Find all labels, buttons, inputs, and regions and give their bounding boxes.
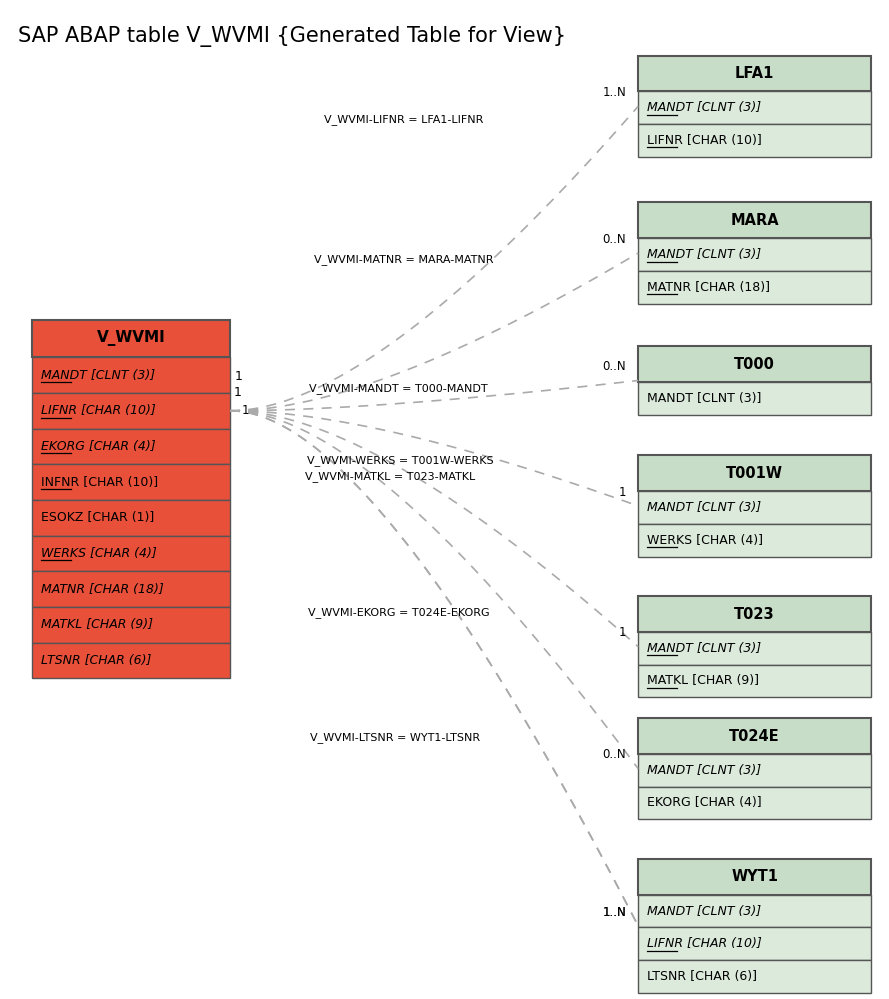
- FancyBboxPatch shape: [638, 859, 871, 895]
- FancyBboxPatch shape: [638, 523, 871, 556]
- FancyBboxPatch shape: [638, 960, 871, 993]
- Text: V_WVMI-MANDT = T000-MANDT: V_WVMI-MANDT = T000-MANDT: [309, 384, 488, 395]
- Text: LTSNR [CHAR (6)]: LTSNR [CHAR (6)]: [41, 654, 151, 667]
- Text: 1..N: 1..N: [603, 905, 626, 918]
- Text: V_WVMI-MATNR = MARA-MATNR: V_WVMI-MATNR = MARA-MATNR: [314, 255, 493, 266]
- Text: 1: 1: [234, 387, 242, 400]
- Text: 1: 1: [235, 370, 243, 383]
- Text: 1..N: 1..N: [603, 86, 626, 99]
- Text: LIFNR [CHAR (10)]: LIFNR [CHAR (10)]: [647, 937, 762, 950]
- Text: V_WVMI-MATKL = T023-MATKL: V_WVMI-MATKL = T023-MATKL: [306, 471, 476, 482]
- Text: ESOKZ [CHAR (1)]: ESOKZ [CHAR (1)]: [41, 511, 154, 524]
- Text: MATKL [CHAR (9)]: MATKL [CHAR (9)]: [41, 618, 153, 631]
- Text: MATNR [CHAR (18)]: MATNR [CHAR (18)]: [41, 582, 164, 595]
- Text: MANDT [CLNT (3)]: MANDT [CLNT (3)]: [647, 392, 762, 405]
- Text: SAP ABAP table V_WVMI {Generated Table for View}: SAP ABAP table V_WVMI {Generated Table f…: [18, 26, 566, 47]
- FancyBboxPatch shape: [638, 382, 871, 415]
- Text: MANDT [CLNT (3)]: MANDT [CLNT (3)]: [41, 369, 155, 382]
- FancyBboxPatch shape: [638, 718, 871, 754]
- Text: MANDT [CLNT (3)]: MANDT [CLNT (3)]: [647, 763, 761, 777]
- Text: MANDT [CLNT (3)]: MANDT [CLNT (3)]: [647, 904, 761, 917]
- FancyBboxPatch shape: [638, 664, 871, 697]
- Text: 0..N: 0..N: [603, 233, 626, 246]
- Text: V_WVMI-LIFNR = LFA1-LIFNR: V_WVMI-LIFNR = LFA1-LIFNR: [324, 114, 483, 125]
- Text: V_WVMI: V_WVMI: [97, 331, 165, 347]
- FancyBboxPatch shape: [32, 358, 230, 393]
- Text: MANDT [CLNT (3)]: MANDT [CLNT (3)]: [647, 641, 761, 654]
- FancyBboxPatch shape: [32, 500, 230, 535]
- FancyBboxPatch shape: [638, 347, 871, 382]
- Text: WERKS [CHAR (4)]: WERKS [CHAR (4)]: [647, 533, 763, 546]
- FancyBboxPatch shape: [638, 56, 871, 92]
- FancyBboxPatch shape: [638, 456, 871, 492]
- Text: EKORG [CHAR (4)]: EKORG [CHAR (4)]: [41, 440, 156, 453]
- FancyBboxPatch shape: [638, 92, 871, 124]
- Text: MANDT [CLNT (3)]: MANDT [CLNT (3)]: [647, 101, 761, 114]
- Text: 1: 1: [242, 405, 250, 418]
- FancyBboxPatch shape: [32, 320, 230, 358]
- Text: LTSNR [CHAR (6)]: LTSNR [CHAR (6)]: [647, 970, 757, 983]
- Text: 0..N: 0..N: [603, 360, 626, 373]
- Text: EKORG [CHAR (4)]: EKORG [CHAR (4)]: [647, 796, 762, 809]
- Text: LIFNR [CHAR (10)]: LIFNR [CHAR (10)]: [41, 405, 156, 418]
- FancyBboxPatch shape: [638, 271, 871, 304]
- FancyBboxPatch shape: [638, 238, 871, 271]
- Text: INFNR [CHAR (10)]: INFNR [CHAR (10)]: [41, 476, 158, 489]
- FancyBboxPatch shape: [638, 492, 871, 523]
- Text: V_WVMI-LTSNR = WYT1-LTSNR: V_WVMI-LTSNR = WYT1-LTSNR: [310, 732, 481, 743]
- FancyBboxPatch shape: [638, 632, 871, 664]
- FancyBboxPatch shape: [638, 124, 871, 157]
- FancyBboxPatch shape: [32, 393, 230, 429]
- Text: T000: T000: [734, 357, 775, 372]
- Text: WERKS [CHAR (4)]: WERKS [CHAR (4)]: [41, 547, 156, 560]
- Text: LFA1: LFA1: [735, 66, 774, 81]
- FancyBboxPatch shape: [638, 596, 871, 632]
- Text: MANDT [CLNT (3)]: MANDT [CLNT (3)]: [647, 248, 761, 261]
- Text: MATKL [CHAR (9)]: MATKL [CHAR (9)]: [647, 674, 759, 687]
- FancyBboxPatch shape: [32, 642, 230, 678]
- Text: T001W: T001W: [726, 466, 783, 481]
- FancyBboxPatch shape: [638, 895, 871, 927]
- FancyBboxPatch shape: [32, 429, 230, 465]
- Text: LIFNR [CHAR (10)]: LIFNR [CHAR (10)]: [647, 134, 762, 147]
- Text: WYT1: WYT1: [731, 869, 778, 884]
- FancyBboxPatch shape: [638, 754, 871, 786]
- FancyBboxPatch shape: [32, 607, 230, 642]
- Text: MARA: MARA: [730, 213, 779, 228]
- Text: T023: T023: [734, 606, 775, 621]
- FancyBboxPatch shape: [638, 203, 871, 238]
- Text: 0..N: 0..N: [603, 748, 626, 761]
- Text: V_WVMI-WERKS = T001W-WERKS: V_WVMI-WERKS = T001W-WERKS: [307, 455, 493, 466]
- Text: 1..N: 1..N: [603, 905, 626, 918]
- Text: 1: 1: [619, 626, 626, 639]
- FancyBboxPatch shape: [32, 465, 230, 500]
- Text: MATNR [CHAR (18)]: MATNR [CHAR (18)]: [647, 281, 770, 294]
- FancyBboxPatch shape: [32, 535, 230, 571]
- Text: MANDT [CLNT (3)]: MANDT [CLNT (3)]: [647, 500, 761, 513]
- FancyBboxPatch shape: [32, 571, 230, 607]
- Text: T024E: T024E: [729, 728, 780, 743]
- FancyBboxPatch shape: [638, 786, 871, 819]
- Text: V_WVMI-EKORG = T024E-EKORG: V_WVMI-EKORG = T024E-EKORG: [308, 607, 489, 618]
- FancyBboxPatch shape: [638, 927, 871, 960]
- Text: 1: 1: [619, 486, 626, 499]
